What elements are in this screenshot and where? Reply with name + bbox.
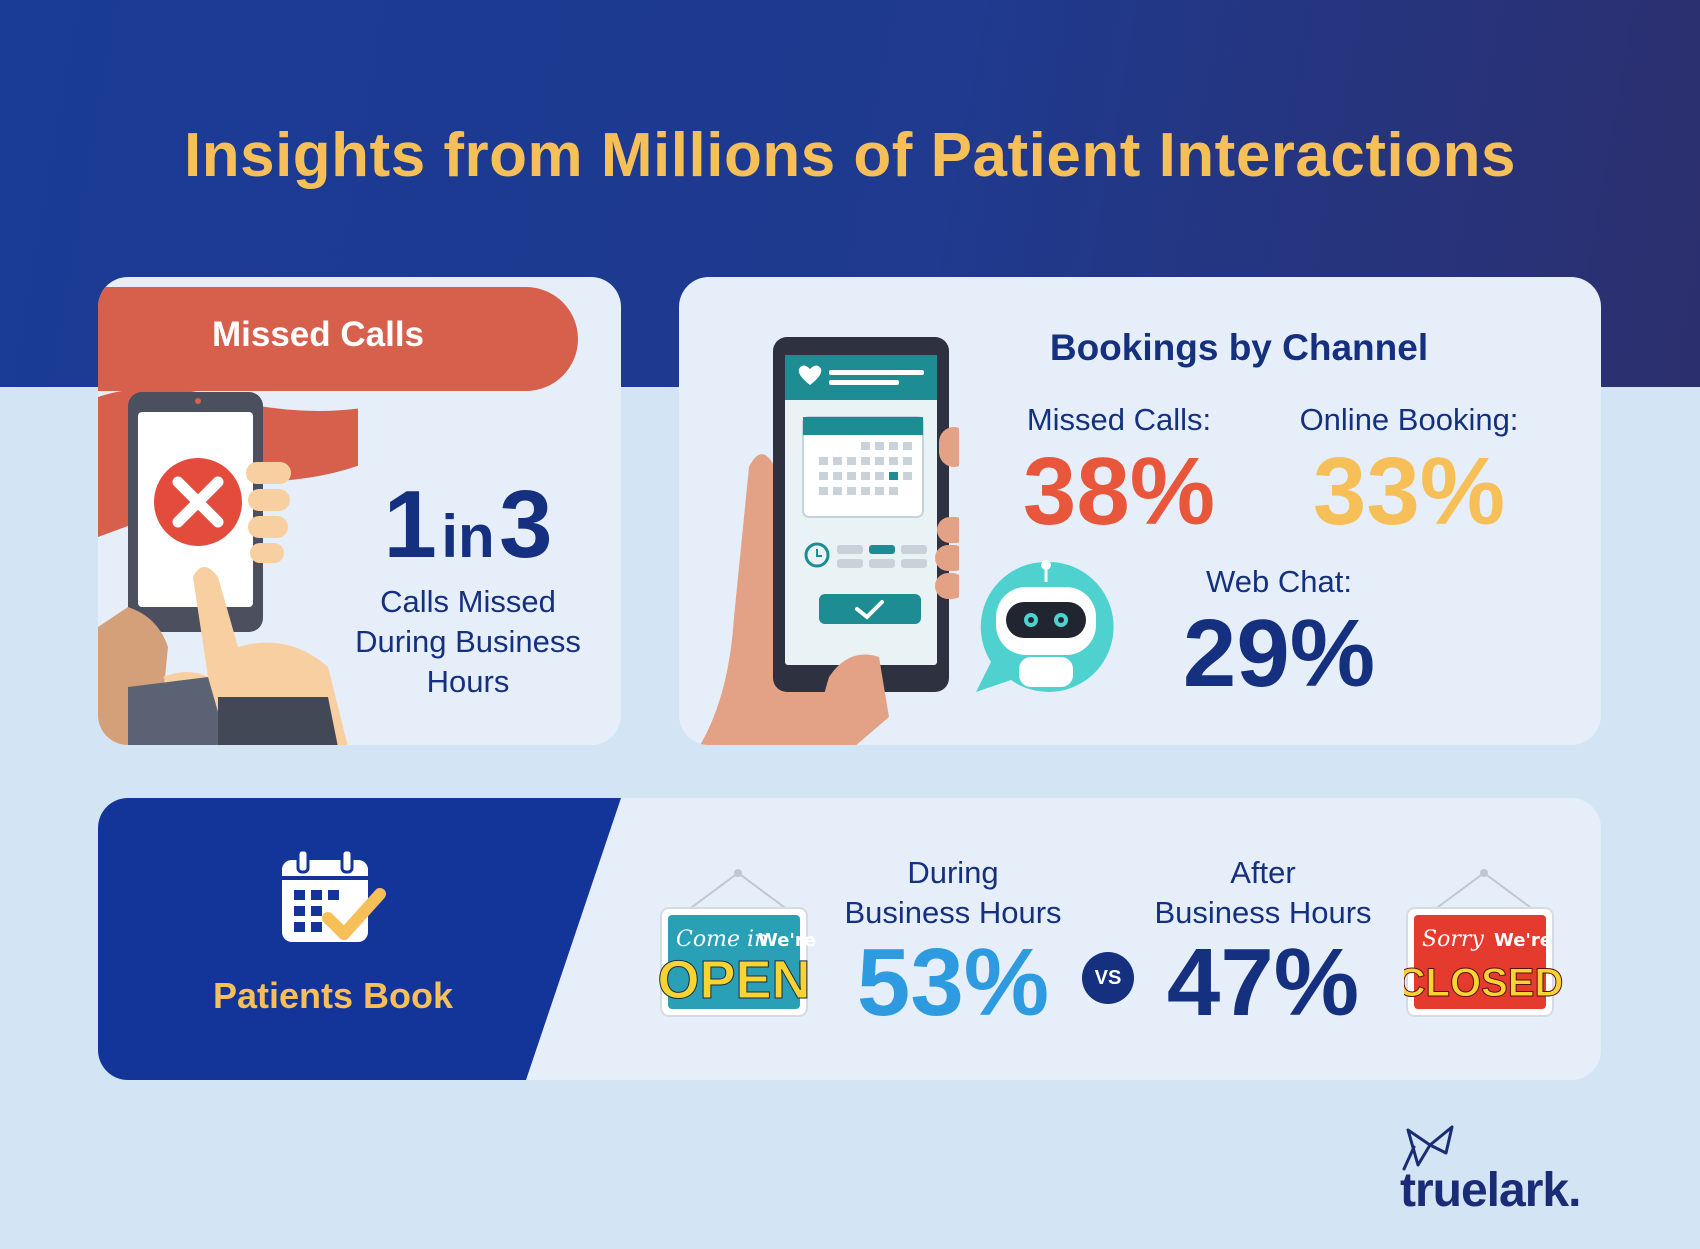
open-sign-icon: Come in We're OPEN [658,869,816,1017]
during-line: Business Hours [844,895,1062,930]
missed-calls-card: Missed Calls 1 in 3 Calls Missed During … [98,277,621,745]
closed-sign-small: We're [1494,930,1552,951]
open-sign-big: OPEN [658,950,811,1010]
during-value: 53% [856,929,1050,1036]
after-line: After [1230,855,1296,890]
channel-label-online: Online Booking: [1299,402,1519,437]
desc-line: During Business [355,624,581,659]
desc-line: Calls Missed [380,584,556,619]
ratio-numerator: 1 [383,471,437,578]
bookings-card: Bookings by Channel Missed Calls: 38% On… [679,277,1601,745]
phone-calendar-icon [700,337,959,745]
missed-calls-title: Missed Calls [211,315,425,354]
channel-label-missed: Missed Calls: [1026,402,1212,437]
missed-description: Calls Missed During Business Hours [328,582,608,702]
patients-book-label: Patients Book [212,975,454,1016]
patients-book-card: Patients Book Come in We're OPEN During … [98,798,1601,1080]
during-label: During Business Hours [818,853,1088,933]
channel-label-webchat: Web Chat: [1206,564,1352,599]
truelark-logo-icon [1402,1125,1454,1171]
bookings-title: Bookings by Channel [1049,327,1429,368]
phone-x-icon [98,388,358,745]
channel-value-online: 33% [1312,438,1506,545]
brand-logo: truelark. [1400,1125,1620,1217]
open-sign-script: Come in [676,927,768,952]
after-value: 47% [1166,929,1360,1036]
ratio-in: in [441,503,495,570]
during-line: During [907,855,999,890]
open-sign-small: We're [758,930,816,951]
channel-value-webchat: 29% [1182,600,1376,707]
missed-calls-header [98,287,578,391]
closed-sign-script: Sorry [1422,927,1484,952]
desc-line: Hours [426,664,510,699]
after-label: After Business Hours [1128,853,1398,933]
ratio-denominator: 3 [499,471,553,578]
closed-sign-icon: Sorry We're CLOSED [1404,869,1564,1017]
calendar-check-icon [282,848,386,942]
after-line: Business Hours [1154,895,1372,930]
chatbot-icon [976,560,1114,692]
brand-name: truelark. [1400,1164,1581,1217]
missed-ratio: 1 in 3 [328,477,608,573]
page-title: Insights from Millions of Patient Intera… [184,121,1516,190]
vs-badge: VS [1082,952,1134,1004]
channel-value-missed: 38% [1022,438,1216,545]
closed-sign-big: CLOSED [1404,961,1563,1005]
